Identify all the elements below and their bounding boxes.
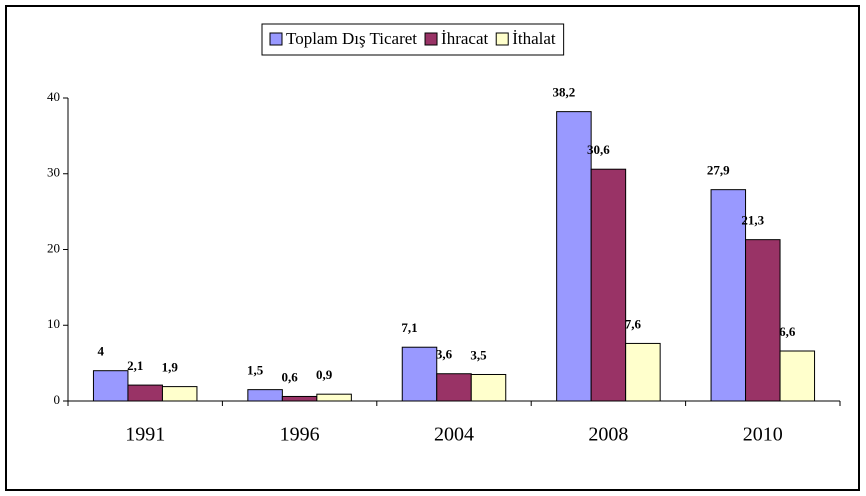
y-tick-label: 10 xyxy=(47,316,60,331)
bar xyxy=(401,346,438,402)
value-label: 6,6 xyxy=(779,324,796,339)
legend-swatch xyxy=(495,32,509,46)
y-tick-label: 40 xyxy=(47,89,60,104)
value-label: 1,5 xyxy=(247,363,264,378)
bar xyxy=(436,373,472,402)
legend-swatch xyxy=(424,32,438,46)
value-label: 2,1 xyxy=(127,358,143,373)
legend-swatch xyxy=(269,32,283,46)
value-label: 3,6 xyxy=(436,347,453,362)
legend-label: İthalat xyxy=(512,29,556,48)
x-tick-label: 1996 xyxy=(280,424,320,446)
bar xyxy=(470,373,507,402)
value-label: 0,9 xyxy=(316,367,333,382)
bar xyxy=(161,386,198,402)
bar xyxy=(127,384,163,402)
value-label: 4 xyxy=(97,344,104,359)
bar xyxy=(247,389,283,402)
legend-label: Toplam Dış Ticaret xyxy=(286,29,417,48)
bar xyxy=(710,189,747,402)
bar xyxy=(745,239,781,402)
bar xyxy=(556,111,592,402)
bar xyxy=(625,342,661,402)
value-label: 21,3 xyxy=(741,213,764,228)
bar xyxy=(92,370,129,402)
bar xyxy=(779,350,816,402)
legend-label: İhracat xyxy=(441,29,488,48)
x-tick-label: 2008 xyxy=(588,424,628,446)
y-tick-label: 20 xyxy=(47,240,60,255)
value-label: 3,5 xyxy=(470,347,487,362)
bar xyxy=(316,393,352,402)
value-label: 7,1 xyxy=(401,320,417,335)
value-label: 38,2 xyxy=(553,85,576,100)
value-label: 0,6 xyxy=(281,369,298,384)
bar xyxy=(281,395,318,402)
y-tick-label: 0 xyxy=(54,392,61,407)
x-tick-label: 1991 xyxy=(125,424,165,446)
y-tick-label: 30 xyxy=(47,165,60,180)
x-tick-label: 2004 xyxy=(434,424,474,446)
value-label: 1,9 xyxy=(162,360,179,375)
value-label: 30,6 xyxy=(587,142,610,157)
bar xyxy=(590,168,627,402)
x-tick-label: 2010 xyxy=(743,424,783,446)
legend-box xyxy=(261,23,565,56)
value-label: 7,6 xyxy=(625,316,642,331)
value-label: 27,9 xyxy=(707,163,730,178)
